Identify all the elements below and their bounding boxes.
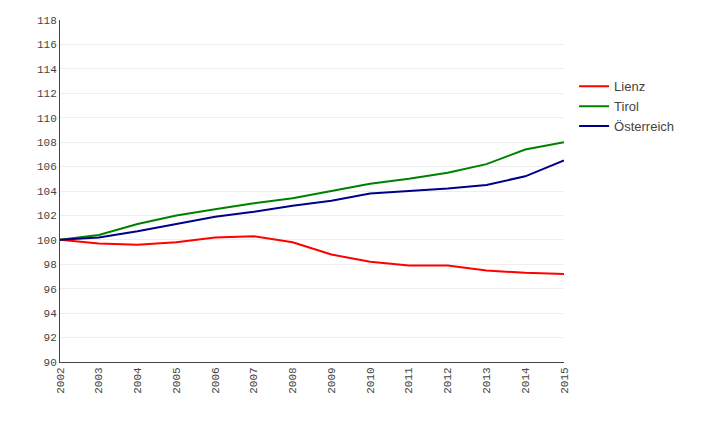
svg-text:Tirol: Tirol bbox=[614, 99, 639, 114]
svg-text:2002: 2002 bbox=[55, 367, 67, 393]
svg-text:2006: 2006 bbox=[210, 367, 222, 393]
svg-text:110: 110 bbox=[37, 113, 57, 125]
svg-text:2009: 2009 bbox=[326, 367, 338, 393]
svg-text:Lienz: Lienz bbox=[614, 79, 645, 94]
svg-text:96: 96 bbox=[44, 284, 57, 296]
svg-text:104: 104 bbox=[37, 186, 57, 198]
svg-text:114: 114 bbox=[37, 64, 57, 76]
svg-text:94: 94 bbox=[44, 308, 58, 320]
svg-text:2004: 2004 bbox=[132, 367, 144, 394]
svg-text:2014: 2014 bbox=[520, 367, 532, 394]
svg-text:2005: 2005 bbox=[171, 367, 183, 393]
svg-text:112: 112 bbox=[37, 88, 57, 100]
svg-text:2011: 2011 bbox=[403, 367, 415, 394]
svg-text:100: 100 bbox=[37, 235, 57, 247]
svg-text:102: 102 bbox=[37, 210, 57, 222]
svg-text:2003: 2003 bbox=[93, 367, 105, 393]
svg-text:90: 90 bbox=[44, 357, 57, 369]
svg-text:2013: 2013 bbox=[481, 367, 493, 393]
svg-text:92: 92 bbox=[44, 332, 57, 344]
svg-text:2010: 2010 bbox=[365, 367, 377, 393]
svg-text:106: 106 bbox=[37, 161, 57, 173]
svg-text:118: 118 bbox=[37, 15, 57, 27]
svg-text:2015: 2015 bbox=[559, 367, 571, 393]
svg-text:116: 116 bbox=[37, 39, 57, 51]
svg-text:2012: 2012 bbox=[442, 367, 454, 393]
svg-text:2007: 2007 bbox=[248, 367, 260, 393]
svg-text:108: 108 bbox=[37, 137, 57, 149]
svg-text:2008: 2008 bbox=[287, 367, 299, 393]
svg-text:Österreich: Österreich bbox=[614, 119, 674, 134]
svg-text:98: 98 bbox=[44, 259, 57, 271]
